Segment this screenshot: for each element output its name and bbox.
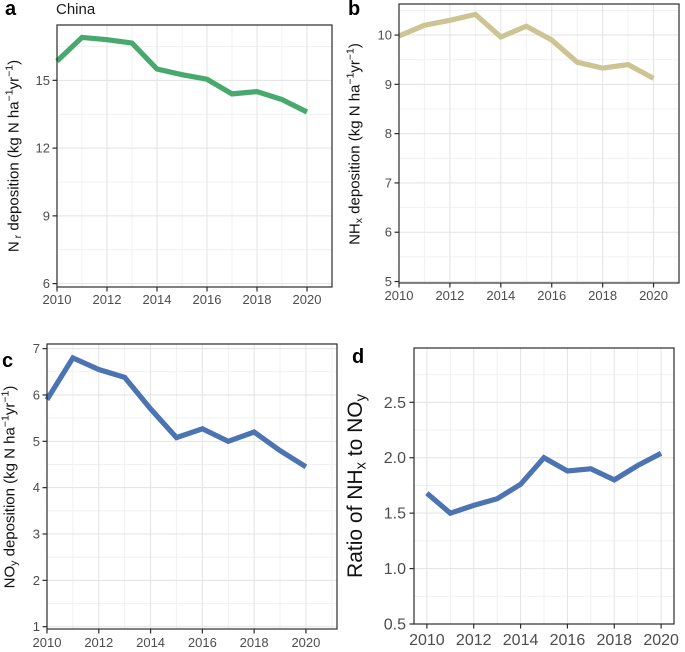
x-tick-label: 2016 (550, 632, 586, 649)
y-tick-label: 9 (43, 208, 50, 223)
x-tick-label: 2010 (385, 288, 414, 303)
y-axis-label-b: NHx deposition (kg N ha−1yr−1) (344, 42, 365, 245)
series-line-d (425, 450, 663, 517)
y-tick-label: 1.5 (384, 506, 406, 523)
plot-background (399, 4, 679, 283)
x-tick-label: 2014 (486, 288, 515, 303)
x-tick-label: 2012 (84, 635, 113, 650)
x-tick-label: 2012 (93, 292, 122, 307)
x-tick-label: 2012 (435, 288, 464, 303)
y-tick-label: 8 (385, 126, 392, 141)
x-tick-label: 2010 (33, 635, 62, 650)
x-tick-label: 2012 (456, 632, 492, 649)
y-tick-label: 2.5 (384, 395, 406, 412)
x-tick-label: 2020 (293, 292, 322, 307)
y-axis-label-a: N r deposition (kg N ha−1yr−1) (3, 59, 24, 253)
x-tick-label: 2016 (193, 292, 222, 307)
series-line-a (55, 34, 309, 115)
chart-host-b: 5 6 7 8 9 10 2010 2012 2014 2016 2018 2020 (342, 0, 685, 326)
y-tick-label: 7 (385, 175, 392, 190)
y-tick-label: 6 (43, 276, 50, 291)
x-tick-label: 2014 (136, 635, 165, 650)
x-tick-label: 2018 (588, 288, 617, 303)
x-tick-label: 2016 (537, 288, 566, 303)
panel-border (46, 343, 338, 630)
chart-host-a: 6 9 12 15 2010 2012 2014 2016 2018 2020 (0, 0, 343, 326)
panel-letter-b: b (348, 0, 361, 20)
panel-c: 1 2 3 4 5 6 7 2010 2012 2014 2016 2018 2020 c NOy de… (0, 326, 343, 652)
chart-svg-d: 0.5 1.0 1.5 2.0 2.5 2010 2012 2014 2016 2018 2020 (384, 347, 679, 649)
series-line-c (44, 354, 308, 470)
x-tick-label: 2014 (143, 292, 172, 307)
chart-svg-a: 6 9 12 15 2010 2012 2014 2016 2018 2020 (36, 24, 333, 307)
y-tick-label: 5 (33, 434, 40, 449)
y-tick-label: 7 (33, 341, 40, 356)
series-line-b (397, 11, 655, 81)
panel-d: 0.5 1.0 1.5 2.0 2.5 2010 2012 2014 2016 2018 2020 … (342, 326, 685, 652)
y-tick-label: 3 (33, 527, 40, 542)
y-tick-label: 2.0 (384, 450, 406, 467)
y-tick-label: 1.0 (384, 561, 406, 578)
panel-border (413, 347, 675, 625)
panel-a: 6 9 12 15 2010 2012 2014 2016 2018 2020 a China N… (0, 0, 343, 326)
x-tick-label: 2016 (188, 635, 217, 650)
y-tick-label: 1 (33, 619, 40, 634)
x-tick-label: 2020 (643, 632, 679, 649)
y-axis-label-c: NOy deposition (kg N ha−1yr−1) (0, 385, 20, 588)
panel-letter-c: c (2, 350, 14, 372)
chart-svg-b: 5 6 7 8 9 10 2010 2012 2014 2016 2018 2020 (378, 3, 680, 303)
y-tick-label: 10 (378, 28, 392, 43)
panel-border (56, 24, 333, 288)
x-tick-label: 2020 (639, 288, 668, 303)
x-tick-label: 2010 (43, 292, 72, 307)
plot-background (57, 25, 332, 287)
y-axis-label-d: Ratio of NHx to NOy (343, 394, 370, 578)
y-tick-label: 2 (33, 573, 40, 588)
chart-host-d: 0.5 1.0 1.5 2.0 2.5 2010 2012 2014 2016 2018 2020 (342, 326, 685, 652)
panel-letter-d: d (352, 346, 365, 368)
chart-host-c: 1 2 3 4 5 6 7 2010 2012 2014 2016 2018 2020 (0, 326, 343, 652)
y-tick-label: 12 (36, 141, 50, 156)
y-tick-label: 6 (385, 225, 392, 240)
x-tick-label: 2018 (243, 292, 272, 307)
plot-background (47, 344, 337, 629)
y-tick-label: 6 (33, 387, 40, 402)
x-tick-label: 2018 (240, 635, 269, 650)
chart-svg-c: 1 2 3 4 5 6 7 2010 2012 2014 2016 2018 2020 (33, 341, 338, 650)
panel-title-china: China (56, 1, 96, 18)
panel-border (398, 3, 680, 284)
panel-b: 5 6 7 8 9 10 2010 2012 2014 2016 2018 2020 b NHx de… (342, 0, 685, 326)
x-tick-label: 2010 (409, 632, 445, 649)
y-tick-label: 4 (33, 480, 40, 495)
y-tick-label: 0.5 (384, 617, 406, 634)
x-tick-label: 2018 (596, 632, 632, 649)
y-tick-label: 9 (385, 77, 392, 92)
panel-letter-a: a (5, 0, 17, 20)
y-tick-label: 5 (385, 274, 392, 289)
x-tick-label: 2014 (503, 632, 539, 649)
y-tick-label: 15 (36, 73, 50, 88)
x-tick-label: 2020 (291, 635, 320, 650)
